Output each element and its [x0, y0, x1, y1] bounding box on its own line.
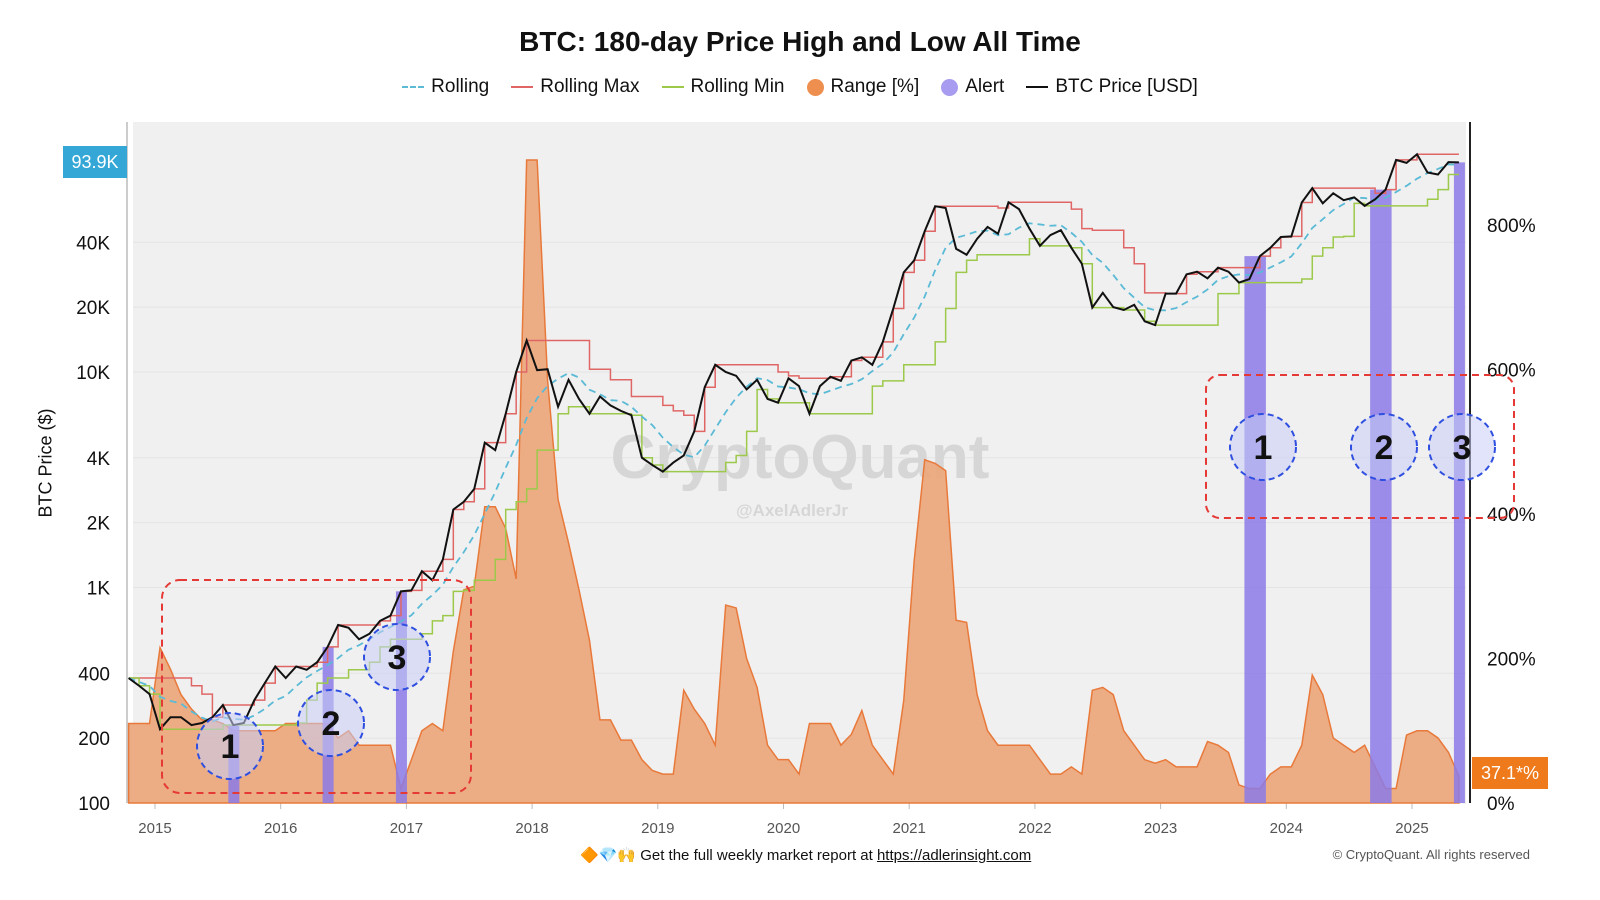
y-right-tick-label: 400%	[1487, 505, 1536, 526]
legend-label: Range [%]	[830, 76, 920, 97]
legend-item-rolling-min[interactable]: Rolling Min	[661, 76, 785, 98]
x-tick-label: 2015	[138, 820, 171, 837]
alert-annotation-label: 3	[1453, 429, 1472, 467]
x-tick-label: 2024	[1270, 820, 1303, 837]
y-right-tick-label: 600%	[1487, 361, 1536, 382]
alert-band	[1453, 162, 1465, 803]
alert-annotation-circle	[1350, 413, 1418, 481]
btc-price-line	[128, 152, 1459, 732]
alert-annotation-circle	[1428, 413, 1496, 481]
y-left-tick-label: 1K	[87, 579, 111, 600]
alert-annotation-label: 1	[221, 728, 240, 766]
legend-item-btc-price[interactable]: BTC Price [USD]	[1026, 76, 1198, 98]
y-left-tick-label: 40K	[76, 233, 110, 254]
legend-swatch	[1026, 86, 1049, 88]
alert-band	[1244, 256, 1266, 803]
y-right-tick-label: 0%	[1487, 794, 1515, 815]
y-left-tick-label: 100	[78, 794, 110, 815]
y-right-tick-label: 800%	[1487, 216, 1536, 237]
legend-label: Rolling Max	[540, 76, 640, 97]
alert-band	[1370, 189, 1392, 803]
footer-text: Get the full weekly market report at	[640, 847, 877, 864]
alert-annotation-label: 2	[322, 705, 341, 743]
legend-swatch	[661, 86, 684, 88]
alert-annotation-circle	[297, 689, 365, 757]
current-price-badge: 93.9K	[63, 146, 127, 178]
y-left-tick-label: 20K	[76, 298, 110, 319]
y-left-tick-label: 10K	[76, 363, 110, 384]
annotation-box-2023-2025	[1205, 374, 1515, 519]
legend-label: Rolling	[431, 76, 490, 97]
legend-swatch	[806, 78, 824, 96]
rolling-max-line	[128, 153, 1459, 718]
footer-emoji: 🔶💎🙌	[580, 847, 637, 864]
y-left-tick-label: 200	[78, 729, 110, 750]
legend-swatch	[511, 86, 534, 88]
legend-swatch	[402, 86, 425, 88]
current-range-badge: 37.1*%	[1472, 757, 1548, 789]
annotation-box-2015-2017	[161, 579, 472, 794]
legend-item-rolling[interactable]: Rolling	[402, 76, 489, 98]
y-left-tick-label: 4K	[87, 449, 111, 470]
x-tick-label: 2017	[390, 820, 423, 837]
footer-link[interactable]: https://adlerinsight.com	[876, 847, 1032, 864]
alert-annotation-label: 3	[388, 639, 407, 677]
x-tick-label: 2016	[264, 820, 297, 837]
x-tick-label: 2021	[893, 820, 926, 837]
x-tick-label: 2019	[641, 820, 674, 837]
legend-item-alert[interactable]: Alert	[941, 76, 1004, 98]
legend-item-range[interactable]: Range [%]	[806, 76, 920, 98]
x-tick-label: 2023	[1144, 820, 1177, 837]
alert-annotation-circle	[363, 623, 431, 691]
footer-promo: 🔶💎🙌 Get the full weekly market report at…	[580, 846, 1031, 864]
copyright: © CryptoQuant. All rights reserved	[1332, 847, 1530, 862]
alert-band	[395, 591, 407, 803]
rolling-line	[128, 163, 1459, 723]
legend-label: BTC Price [USD]	[1055, 76, 1198, 97]
legend-label: Rolling Min	[690, 76, 785, 97]
alert-annotation-label: 2	[1375, 429, 1394, 467]
y-right-tick-label: 200%	[1487, 650, 1536, 671]
y-left-tick-label: 400	[78, 664, 110, 685]
legend-label: Alert	[965, 76, 1005, 97]
x-tick-label: 2020	[767, 820, 800, 837]
y-axis-label: BTC Price ($)	[35, 408, 56, 518]
alert-annotation-label: 1	[1254, 429, 1273, 467]
legend: Rolling Rolling Max Rolling Min Range [%…	[0, 76, 1600, 98]
x-tick-label: 2018	[515, 820, 548, 837]
chart-title: BTC: 180-day Price High and Low All Time	[519, 26, 1081, 57]
legend-swatch	[941, 78, 959, 96]
x-tick-label: 2022	[1018, 820, 1051, 837]
alert-annotation-circle	[1229, 413, 1297, 481]
watermark-author: @AxelAdlerJr	[736, 501, 848, 520]
y-left-tick-label: 2K	[87, 514, 111, 535]
x-tick-label: 2025	[1395, 820, 1428, 837]
alert-annotation-circle	[196, 712, 264, 780]
legend-item-rolling-max[interactable]: Rolling Max	[511, 76, 640, 98]
